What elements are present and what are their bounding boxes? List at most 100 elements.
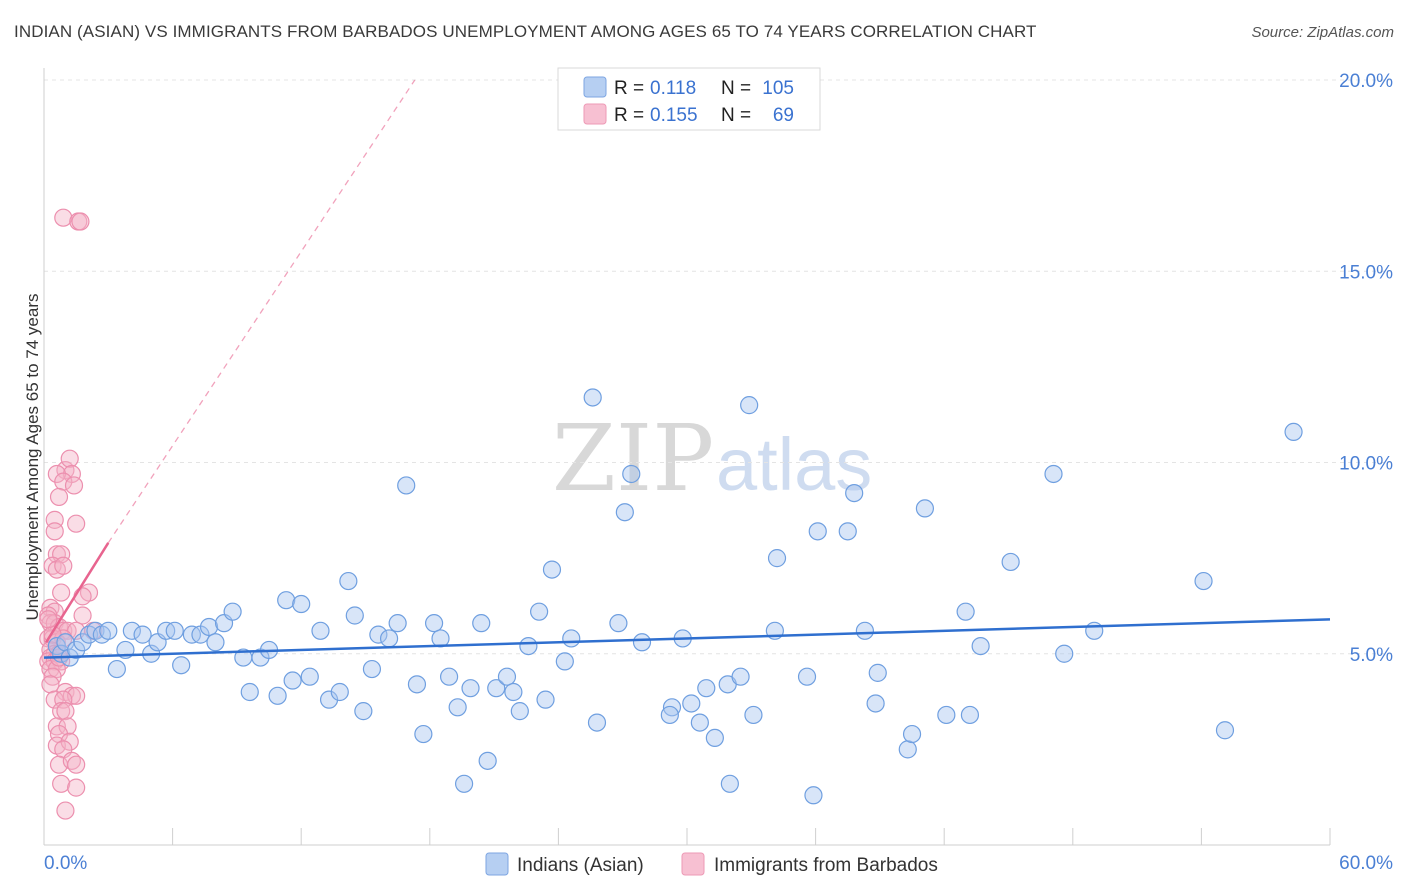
data-point-indians: [379, 629, 399, 648]
data-point-indians: [690, 713, 709, 732]
data-point-barbados: [54, 690, 73, 709]
data-point-indians: [609, 614, 628, 633]
data-point-indians: [720, 774, 739, 793]
data-point-barbados: [71, 212, 90, 231]
data-point-indians: [354, 702, 373, 721]
data-point-indians: [530, 602, 549, 621]
data-point-barbados: [62, 686, 81, 705]
data-point-indians: [767, 549, 787, 568]
data-point-indians: [587, 713, 607, 732]
data-point-indians: [311, 621, 330, 640]
data-point-indians: [838, 522, 857, 541]
data-point-indians: [797, 667, 817, 686]
data-point-indians: [744, 705, 763, 725]
data-point-indians: [472, 614, 491, 633]
data-point-indians: [866, 694, 885, 713]
y-tick-label: 5.0%: [1350, 645, 1393, 666]
bottom-legend-swatch-indians: [485, 852, 509, 876]
y-tick-labels: 5.0% 10.0% 15.0% 20.0%: [1339, 71, 1393, 666]
data-point-indians: [697, 679, 716, 698]
data-point-barbados: [45, 522, 64, 541]
trend-line-barbados: [45, 542, 110, 643]
legend-r-value-1: 0.118: [650, 78, 696, 99]
data-point-indians: [330, 682, 349, 702]
data-point-barbados: [41, 675, 60, 694]
data-point-indians: [461, 679, 480, 698]
data-point-barbados: [73, 587, 92, 606]
watermark-zip: ZIP: [552, 405, 714, 512]
data-point-indians: [960, 705, 980, 725]
data-point-indians: [1194, 571, 1213, 591]
series-legend: Indians (Asian) Immigrants from Barbados: [485, 852, 938, 876]
data-point-indians: [223, 602, 242, 621]
data-point-indians: [705, 728, 724, 748]
data-point-barbados: [64, 476, 84, 495]
data-point-indians: [583, 388, 602, 407]
data-point-indians: [1044, 464, 1063, 484]
data-point-indians: [454, 774, 474, 793]
trend-line-barbados-extrapolated: [107, 79, 416, 544]
data-point-indians: [682, 694, 701, 713]
series-barbados: [39, 208, 103, 820]
data-point-indians: [902, 724, 922, 744]
data-point-indians: [369, 625, 388, 644]
x-axis-ticks: [172, 828, 1331, 845]
data-point-barbados: [39, 610, 58, 629]
data-point-indians: [1055, 644, 1074, 663]
x-tick-label-min: 0.0%: [44, 853, 87, 874]
data-point-indians: [362, 659, 382, 679]
data-point-indians: [448, 698, 467, 717]
data-point-indians: [345, 606, 364, 625]
data-point-indians: [915, 499, 935, 518]
data-point-indians: [632, 633, 652, 652]
y-axis-label: Unemployment Among Ages 65 to 74 years: [23, 294, 42, 621]
data-point-indians: [562, 629, 581, 648]
data-point-indians: [133, 625, 152, 644]
data-point-indians: [414, 724, 433, 744]
data-point-indians: [740, 396, 759, 415]
data-point-barbados: [49, 487, 69, 507]
data-point-indians: [478, 751, 497, 770]
legend-r-label-2: R =: [614, 105, 644, 126]
data-point-indians: [868, 663, 887, 682]
data-point-indians: [277, 591, 296, 610]
data-point-indians: [397, 476, 416, 495]
data-point-indians: [487, 679, 506, 698]
data-point-indians: [122, 621, 141, 640]
data-point-indians: [497, 667, 517, 686]
series-indians-asian: [47, 388, 1303, 805]
data-point-indians: [615, 503, 634, 522]
data-point-barbados: [67, 778, 86, 797]
source-label: Source: ZipAtlas.com: [1251, 24, 1394, 41]
data-point-barbados: [52, 774, 71, 793]
data-point-indians: [1001, 552, 1020, 572]
legend-n-value-2: 69: [773, 105, 794, 126]
data-point-indians: [536, 690, 555, 709]
data-point-indians: [292, 594, 311, 614]
data-point-indians: [439, 667, 459, 686]
data-point-indians: [99, 621, 118, 640]
data-point-indians: [845, 484, 864, 503]
data-point-indians: [731, 667, 750, 686]
data-point-barbados: [60, 449, 79, 468]
data-point-indians: [107, 659, 126, 679]
data-point-indians: [388, 614, 407, 633]
data-point-indians: [622, 464, 641, 484]
data-point-indians: [956, 602, 975, 621]
data-point-indians: [283, 671, 302, 690]
data-point-indians: [240, 682, 259, 702]
x-tick-label-max: 60.0%: [1339, 853, 1393, 874]
data-point-indians: [199, 617, 219, 637]
data-point-barbados: [67, 514, 86, 533]
y-tick-label: 10.0%: [1339, 454, 1393, 475]
correlation-legend: R = 0.118 N = 105 R = 0.155 N = 69: [557, 67, 821, 131]
legend-n-value-1: 105: [762, 78, 794, 99]
data-point-barbados: [67, 755, 86, 774]
bottom-legend-swatch-barbados: [681, 852, 705, 876]
data-point-barbados: [47, 545, 66, 564]
data-point-indians: [898, 740, 917, 759]
bottom-legend-label-indians: Indians (Asian): [517, 855, 644, 876]
chart-title: INDIAN (ASIAN) VS IMMIGRANTS FROM BARBAD…: [14, 22, 1037, 41]
data-point-indians: [300, 667, 319, 686]
